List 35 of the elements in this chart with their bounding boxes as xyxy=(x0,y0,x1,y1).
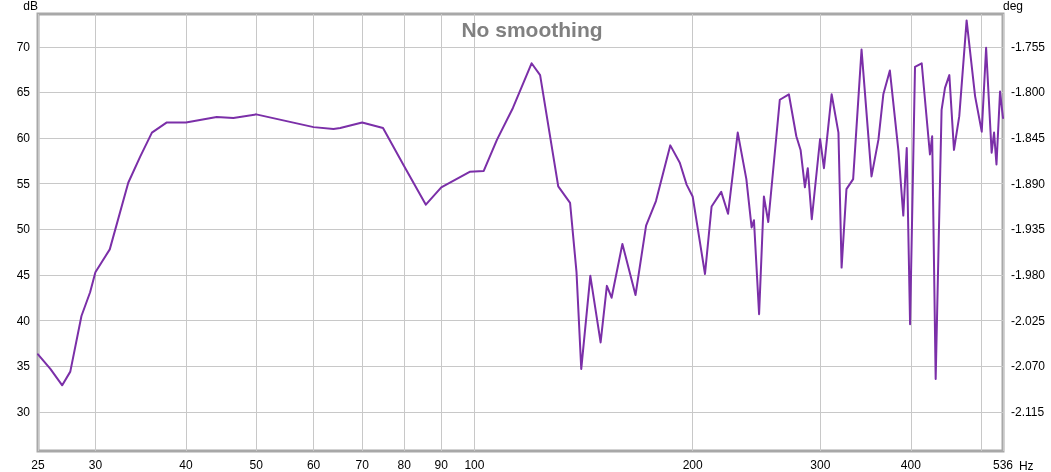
y-tick-label: 55 xyxy=(16,176,31,191)
y-tick-label: 70 xyxy=(16,39,31,54)
y2-tick-label: -2.025 xyxy=(1011,313,1046,328)
x-tick-label: 100 xyxy=(464,458,485,472)
y2-axis-title: deg xyxy=(1003,0,1024,13)
x-tick-label: 40 xyxy=(179,458,193,472)
x-tick-label: 300 xyxy=(810,458,831,472)
y2-tick-label: -1.755 xyxy=(1011,39,1046,54)
x-tick-label: 536 xyxy=(992,458,1014,472)
y2-tick-label: -1.800 xyxy=(1011,85,1046,100)
x-tick-label: 200 xyxy=(682,458,703,472)
x-tick-label: 60 xyxy=(306,458,321,472)
y2-tick-label: -1.890 xyxy=(1011,176,1046,191)
chart-title: No smoothing xyxy=(461,18,603,41)
y2-tick-label: -1.980 xyxy=(1011,267,1046,282)
y2-tick-label: -2.070 xyxy=(1011,359,1046,374)
y-axis-title: dB xyxy=(23,0,38,13)
y2-tick-label: -1.845 xyxy=(1011,131,1046,146)
y2-tick-label: -1.935 xyxy=(1011,222,1046,237)
y2-tick-label: -2.115 xyxy=(1011,404,1045,419)
x-tick-label: 30 xyxy=(88,458,103,472)
x-tick-label: 90 xyxy=(434,458,449,472)
y-tick-label: 50 xyxy=(16,222,31,237)
x-tick-label: 70 xyxy=(355,458,370,472)
y-tick-label: 35 xyxy=(16,359,31,374)
x-tick-label: 80 xyxy=(397,458,412,472)
x-tick-label: 50 xyxy=(249,458,264,472)
y-tick-label: 30 xyxy=(16,404,31,419)
x-tick-label: 25 xyxy=(31,458,45,472)
y-tick-label: 60 xyxy=(16,131,31,146)
y-tick-label: 65 xyxy=(16,85,31,100)
y-tick-label: 40 xyxy=(16,313,31,328)
x-axis-title: Hz xyxy=(1018,459,1034,472)
y-tick-label: 45 xyxy=(16,267,31,282)
x-tick-label: 400 xyxy=(900,458,922,472)
